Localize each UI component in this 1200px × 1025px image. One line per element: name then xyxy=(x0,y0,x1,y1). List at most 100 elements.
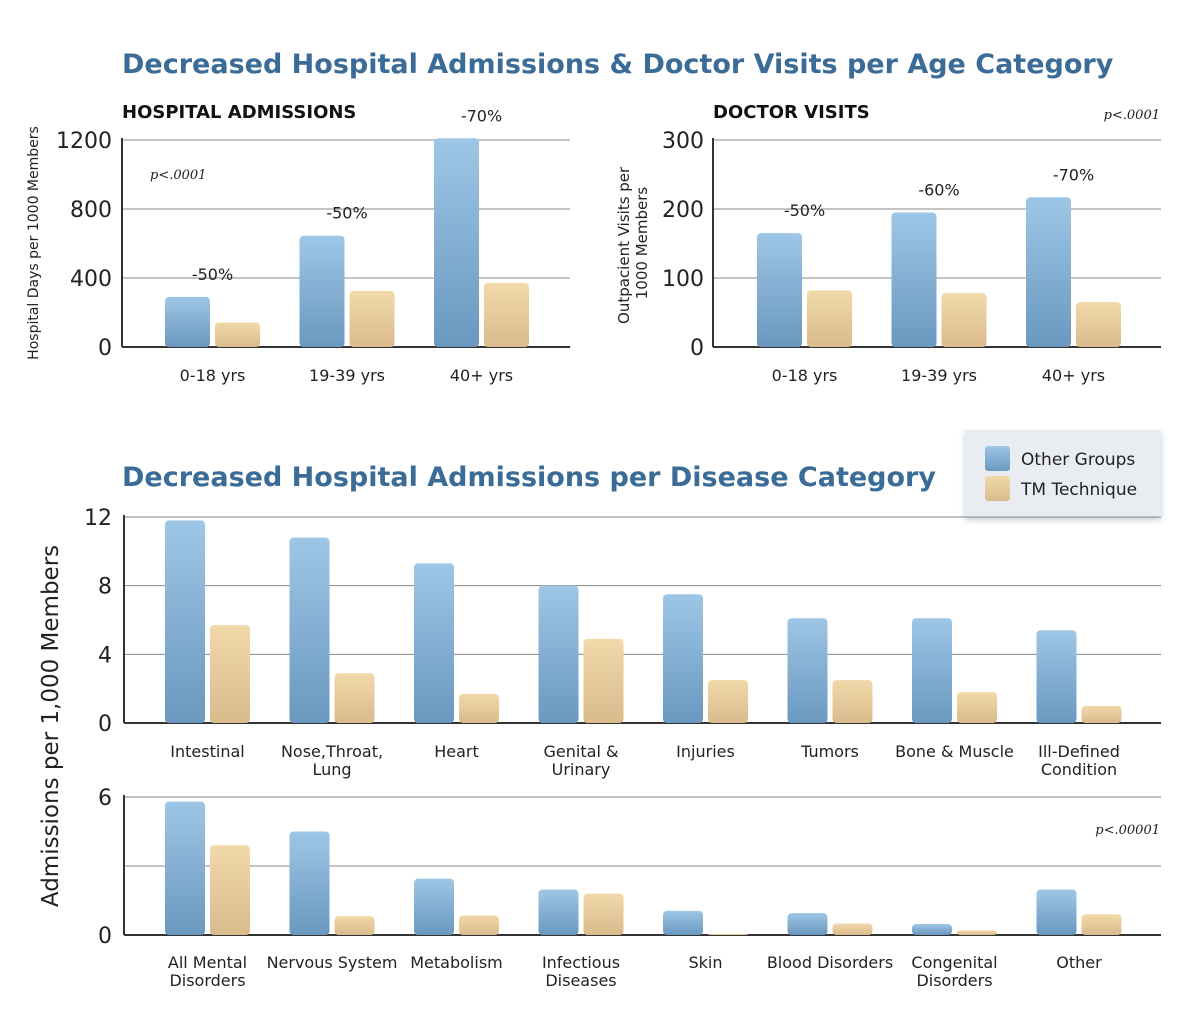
doctor-bar-tm xyxy=(941,293,987,347)
disease1-category-label: Intestinal xyxy=(170,742,244,761)
disease1-category-label: Nose,Throat, Lung xyxy=(281,742,383,779)
disease2-bar-other xyxy=(414,878,454,935)
doctor-bar-other xyxy=(757,233,802,347)
disease2-category-label: Infectious Diseases xyxy=(542,953,620,990)
disease2-category-label: All Mental Disorders xyxy=(168,953,247,990)
category-label-line: Congenital xyxy=(911,953,997,972)
hospital-plot: 0 400 800 1200 0-18 yrs -50% 19-39 yrs -50% 40+ … xyxy=(56,106,570,385)
disease2-bar-tm xyxy=(957,930,997,935)
hospital-pvalue: p<.0001 xyxy=(150,168,206,183)
legend: Other Groups TM Technique xyxy=(965,430,1161,517)
legend-swatch-other xyxy=(985,446,1010,471)
doctor-y-axis-label-line2: 1000 Members xyxy=(633,187,651,300)
disease1-bar-tm xyxy=(832,680,873,723)
disease1-category-label: Genital & Urinary xyxy=(544,742,619,779)
category-label-line: Diseases xyxy=(545,971,616,990)
disease1-y-tick-label: 8 xyxy=(98,575,112,600)
hospital-y-tick-label: 400 xyxy=(70,267,112,292)
category-label-line: 19-39 yrs xyxy=(901,366,977,385)
doctor-y-tick-label: 100 xyxy=(662,267,704,292)
category-label-line: Infectious xyxy=(542,953,620,972)
hospital-bar-tm xyxy=(215,322,260,347)
legend-label-other: Other Groups xyxy=(1021,450,1135,470)
disease2-category-label: Metabolism xyxy=(410,953,502,972)
disease1-bar-tm xyxy=(583,638,624,723)
hospital-y-tick-label: 1200 xyxy=(56,129,112,154)
doctor-percent-annotation: -70% xyxy=(1053,165,1094,184)
disease2-bar-tm xyxy=(583,893,624,935)
hospital-category-label: 40+ yrs xyxy=(450,366,513,385)
hospital-percent-annotation: -50% xyxy=(326,204,367,223)
disease2-category-label: Nervous System xyxy=(267,953,398,972)
hospital-bar-other xyxy=(434,138,479,347)
doctor-category-label: 19-39 yrs xyxy=(901,366,977,385)
doctor-y-axis-label: Outpacient Visits per 1000 Members xyxy=(615,162,651,324)
category-label-line: Disorders xyxy=(169,971,245,990)
disease1-bar-other xyxy=(912,618,952,723)
disease2-category-label: Congenital Disorders xyxy=(911,953,997,990)
doctor-bar-other xyxy=(891,212,937,347)
legend-box xyxy=(965,430,1161,517)
disease2-category-label: Blood Disorders xyxy=(767,953,893,972)
category-label-line: Bone & Muscle xyxy=(895,742,1014,761)
category-label-line: Intestinal xyxy=(170,742,244,761)
hospital-y-tick-label: 800 xyxy=(70,198,112,223)
hospital-y-axis-label: Hospital Days per 1000 Members xyxy=(26,126,42,360)
disease1-bar-tm xyxy=(957,692,997,723)
disease-section-title: Decreased Hospital Admissions per Diseas… xyxy=(122,462,936,493)
hospital-percent-annotation: -70% xyxy=(461,106,502,125)
doctor-category-label: 0-18 yrs xyxy=(772,366,838,385)
category-label-line: 19-39 yrs xyxy=(309,366,385,385)
disease-y-axis-label: Admissions per 1,000 Members xyxy=(38,545,64,907)
category-label-line: Metabolism xyxy=(410,953,502,972)
disease2-bar-tm xyxy=(832,923,873,935)
disease1-bar-other xyxy=(663,594,703,723)
hospital-y-tick-label: 0 xyxy=(98,336,112,361)
hospital-bar-other xyxy=(299,235,345,347)
doctor-percent-annotation: -50% xyxy=(784,201,825,220)
disease1-bar-tm xyxy=(459,693,499,723)
disease2-bar-tm xyxy=(708,933,748,935)
disease1-plot: 0 4 8 12 Intestinal Nose,Throat, Lung Heart Geni… xyxy=(84,506,1161,779)
doctor-chart-title: DOCTOR VISITS xyxy=(713,102,870,123)
disease2-bar-tm xyxy=(459,915,499,935)
category-label-line: Lung xyxy=(312,760,351,779)
category-label-line: Nose,Throat, xyxy=(281,742,383,761)
doctor-percent-annotation: -60% xyxy=(918,180,959,199)
disease2-bar-other xyxy=(1036,889,1077,935)
disease2-y-tick-label: 0 xyxy=(98,924,112,949)
hospital-category-label: 0-18 yrs xyxy=(180,366,246,385)
disease1-category-label: Tumors xyxy=(800,742,859,761)
disease1-category-label: Injuries xyxy=(676,742,735,761)
category-label-line: Condition xyxy=(1041,760,1117,779)
category-label-line: 0-18 yrs xyxy=(180,366,246,385)
doctor-y-tick-label: 300 xyxy=(662,129,704,154)
disease1-bar-other xyxy=(165,520,205,723)
disease1-bar-other xyxy=(787,618,828,723)
category-label-line: Heart xyxy=(434,742,479,761)
disease2-bar-other xyxy=(787,913,828,935)
category-label-line: Other xyxy=(1056,953,1102,972)
disease1-bar-tm xyxy=(1081,705,1122,723)
doctor-bar-other xyxy=(1026,197,1071,347)
disease2-bar-other xyxy=(538,889,579,935)
disease1-bar-other xyxy=(289,537,330,723)
disease2-bar-tm xyxy=(1081,914,1122,935)
category-label-line: Injuries xyxy=(676,742,735,761)
disease1-bar-other xyxy=(414,563,454,723)
hospital-bar-other xyxy=(165,296,210,347)
category-label-line: All Mental xyxy=(168,953,247,972)
category-label-line: Blood Disorders xyxy=(767,953,893,972)
doctor-bar-tm xyxy=(1076,302,1121,347)
category-label-line: Disorders xyxy=(916,971,992,990)
doctor-y-tick-label: 0 xyxy=(690,336,704,361)
disease2-bar-tm xyxy=(210,845,250,935)
category-label-line: Tumors xyxy=(800,742,859,761)
disease2-y-tick-label: 6 xyxy=(98,786,112,811)
disease1-bar-tm xyxy=(210,625,250,723)
disease1-bar-tm xyxy=(708,680,748,723)
disease1-bar-other xyxy=(1036,630,1077,723)
